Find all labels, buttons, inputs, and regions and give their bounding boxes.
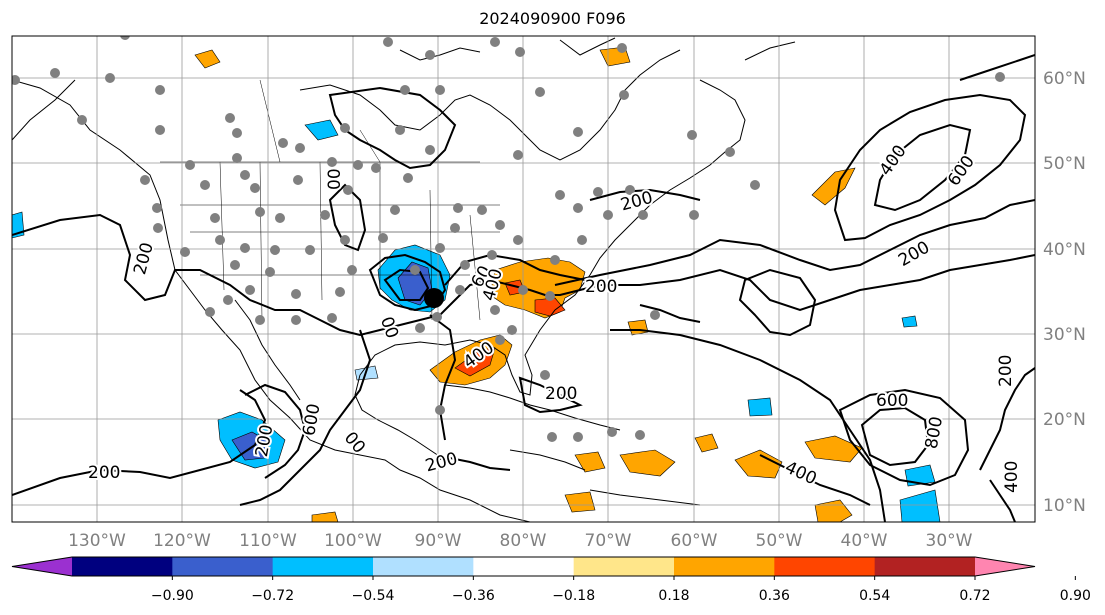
contour-line: [639, 304, 701, 323]
lon-label: 70°W: [585, 531, 632, 551]
contour-line: [383, 268, 430, 301]
contour-label: 600: [299, 402, 324, 437]
map-frame: [11, 35, 1036, 523]
anomaly-negative-region: [304, 119, 339, 141]
contour-label: 200: [545, 384, 577, 404]
contour-label: 200: [996, 355, 1016, 387]
contour-label: 800: [922, 415, 947, 450]
contour-line: [989, 479, 1016, 522]
colorbar-tick-label: −0.54: [352, 588, 395, 604]
lon-label: 120°W: [153, 531, 211, 551]
lon-label: 40°W: [841, 531, 888, 551]
anomaly-positive-region: [694, 433, 719, 453]
colorbar-tick-label: −0.36: [452, 588, 495, 604]
longitude-labels: 130°W 120°W 110°W 100°W 90°W 80°W 70°W 6…: [68, 531, 973, 551]
contour-label: 00: [325, 168, 345, 190]
anomaly-strong-positive-region: [454, 347, 496, 377]
colorbar-tick-label: 0.36: [759, 588, 790, 604]
lat-label: 10°N: [1043, 496, 1086, 516]
contour-line: [554, 199, 1035, 286]
lon-label: 50°W: [756, 531, 803, 551]
lat-label: 30°N: [1043, 325, 1086, 345]
lat-label: 60°N: [1043, 69, 1086, 89]
contour-line: [979, 367, 1035, 471]
anomaly-positive-region: [804, 435, 863, 463]
contour-label: 200: [423, 449, 460, 477]
anomaly-positive-region: [489, 257, 586, 319]
contour-line: [239, 329, 372, 506]
lat-label: 40°N: [1043, 240, 1086, 260]
colorbar-tick-label: −0.72: [251, 588, 294, 604]
lon-label: 30°W: [926, 531, 973, 551]
lat-label: 20°N: [1043, 410, 1086, 430]
anomaly-negative-region: [747, 397, 773, 417]
latitude-labels: 60°N 50°N 40°N 30°N 20°N 10°N: [1043, 69, 1086, 516]
state-border-layer: [160, 79, 500, 321]
contour-line: [589, 188, 701, 201]
anomaly-negative-region: [899, 489, 941, 522]
colorbar-tick-label: 0.90: [1060, 588, 1091, 604]
anomaly-positive-region: [311, 511, 339, 522]
contour-line: [368, 253, 447, 312]
anomaly-positive-region: [814, 499, 853, 522]
anomaly-positive-region: [619, 449, 676, 477]
contour-label: 400: [1002, 461, 1022, 493]
anomaly-positive-region: [811, 167, 856, 206]
contour-line: [833, 93, 1027, 242]
contour-label: 600: [876, 391, 908, 411]
station-dots: [12, 36, 1005, 442]
map-title: 2024090900 F096: [479, 9, 626, 28]
anomaly-positive-region: [627, 319, 649, 336]
anomaly-positive-region: [564, 491, 596, 513]
contour-label: 200: [585, 277, 617, 297]
contour-line: [429, 314, 457, 441]
colorbar-tick-label: −0.90: [151, 588, 194, 604]
contour-line: [738, 268, 817, 337]
lon-label: 100°W: [324, 531, 382, 551]
anomaly-positive-region: [734, 449, 783, 479]
contour-label: 200: [88, 463, 120, 483]
lon-label: 60°W: [671, 531, 718, 551]
anomaly-positive-region: [194, 49, 221, 69]
contour-line: [610, 329, 886, 522]
graticule: [12, 36, 1035, 522]
contour-line: [759, 454, 871, 506]
contour-line: [873, 123, 972, 212]
contour-line: [860, 406, 930, 467]
lon-label: 80°W: [500, 531, 547, 551]
contour-label: 400: [782, 458, 820, 490]
lon-label: 130°W: [68, 531, 126, 551]
lat-label: 50°N: [1043, 154, 1086, 174]
contour-line: [12, 389, 267, 496]
lon-label: 110°W: [239, 531, 297, 551]
storm-center-marker: [424, 288, 444, 308]
colorbar-tick-label: 0.18: [658, 588, 689, 604]
contour-line: [244, 383, 307, 479]
contour-line: [518, 376, 583, 414]
contour-line: [959, 54, 1035, 81]
contour-label: 200: [130, 240, 158, 277]
colorbar-tick-label: 0.54: [859, 588, 890, 604]
weather-map: 200 200 200 200 200 200 200 400 400 400 …: [11, 35, 1086, 551]
anomaly-fill-layer: [12, 46, 941, 522]
contour-label: 200: [895, 237, 933, 271]
colorbar-tick-label: 0.72: [959, 588, 990, 604]
contour-line: [838, 388, 970, 487]
anomaly-negative-region: [901, 315, 918, 328]
contour-label: 00: [376, 314, 402, 341]
lon-label: 90°W: [415, 531, 462, 551]
contour-label: 00: [340, 428, 369, 457]
contour-line: [429, 456, 511, 471]
colorbar-ticks: −0.90 −0.72 −0.54 −0.36 −0.18 0.18 0.36 0.54 0.7…: [151, 576, 1091, 604]
colorbar-tick-label: −0.18: [552, 588, 595, 604]
anomaly-positive-region: [574, 451, 606, 473]
